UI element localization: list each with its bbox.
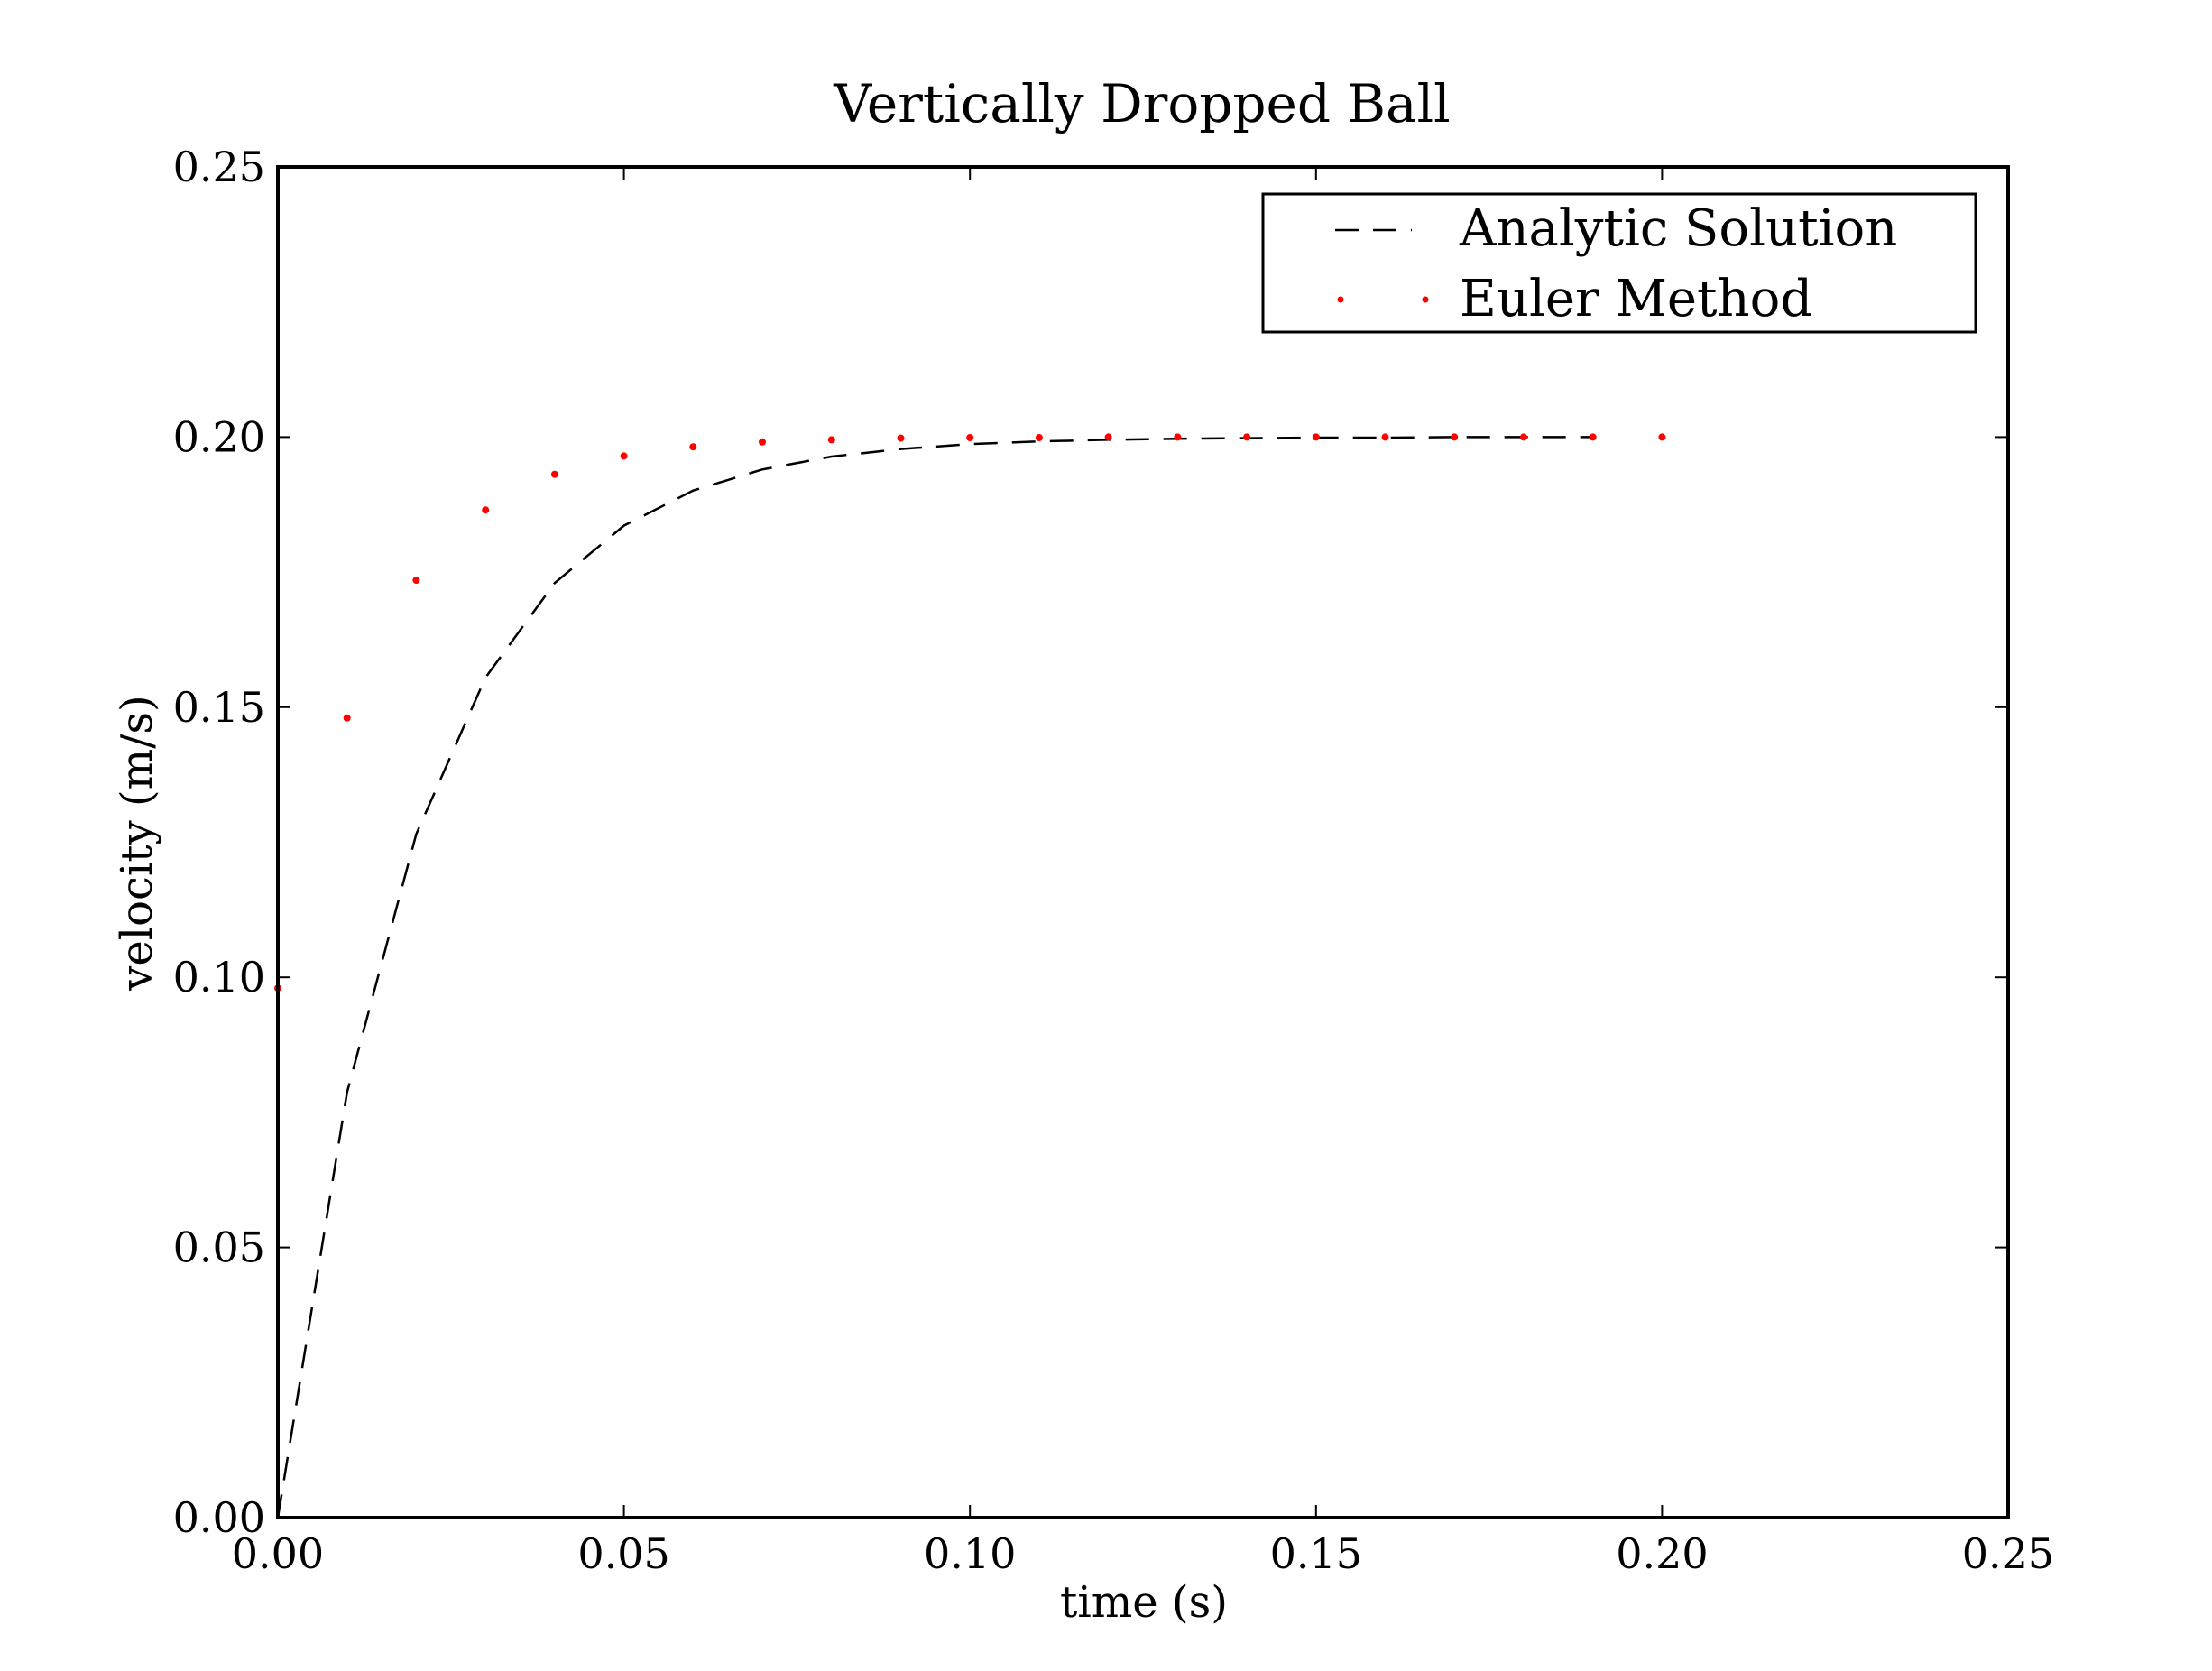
y-tick-label: 0.25	[173, 143, 265, 191]
plot-area	[278, 167, 2008, 1518]
legend-item-analytic: Analytic Solution	[1335, 199, 1897, 258]
legend-label-euler: Euler Method	[1460, 270, 1812, 328]
legend-swatch-euler-2	[1422, 296, 1429, 303]
data-point-euler	[827, 436, 835, 444]
y-tick-label: 0.20	[173, 412, 265, 461]
ticks-layer: 0.00 0.05 0.10 0.15 0.20 0.25 0.00 0.05 0.10 0.15…	[173, 143, 2055, 1578]
legend-swatch-euler-1	[1337, 296, 1344, 303]
data-point-euler	[1589, 433, 1597, 441]
data-point-euler	[482, 506, 490, 514]
data-point-euler	[1174, 433, 1182, 441]
data-point-euler	[759, 438, 766, 446]
data-point-euler	[1451, 433, 1459, 441]
data-point-euler	[1381, 433, 1389, 441]
y-tick-label: 0.00	[173, 1493, 265, 1542]
x-tick-label: 0.00	[232, 1529, 324, 1578]
axes-frame	[276, 165, 2010, 1519]
chart-title: Vertically Dropped Ball	[833, 73, 1450, 134]
data-point-euler	[550, 470, 558, 478]
x-tick-label: 0.25	[1962, 1529, 2054, 1578]
data-point-euler	[1104, 433, 1112, 441]
series-line-analytic	[276, 436, 1593, 1519]
legend-box	[1261, 192, 1977, 334]
data-point-euler	[1520, 433, 1527, 441]
data-point-euler	[343, 714, 351, 722]
x-axis-label: time (s)	[1060, 1577, 1228, 1628]
data-point-euler	[1243, 433, 1251, 441]
y-tick-label: 0.10	[173, 953, 265, 1002]
data-point-euler	[620, 452, 628, 460]
data-point-euler	[1312, 433, 1320, 441]
legend: Analytic Solution Euler Method	[1261, 192, 1977, 334]
legend-item-euler: Euler Method	[1337, 270, 1812, 328]
y-axis-label: velocity (m/s)	[112, 695, 162, 991]
x-tick-label: 0.20	[1616, 1529, 1708, 1578]
data-point-euler	[1658, 433, 1666, 441]
data-point-euler	[1035, 434, 1043, 441]
data-point-euler	[689, 443, 697, 451]
legend-label-analytic: Analytic Solution	[1459, 199, 1897, 258]
x-tick-label: 0.10	[924, 1529, 1016, 1578]
y-tick-label: 0.15	[173, 683, 265, 732]
data-point-euler	[412, 577, 420, 585]
y-tick-label: 0.05	[173, 1223, 265, 1272]
axes-background	[278, 167, 2008, 1518]
data-point-euler	[897, 434, 905, 442]
data-point-euler	[966, 434, 974, 441]
x-tick-label: 0.05	[577, 1529, 669, 1578]
x-tick-label: 0.15	[1270, 1529, 1362, 1578]
